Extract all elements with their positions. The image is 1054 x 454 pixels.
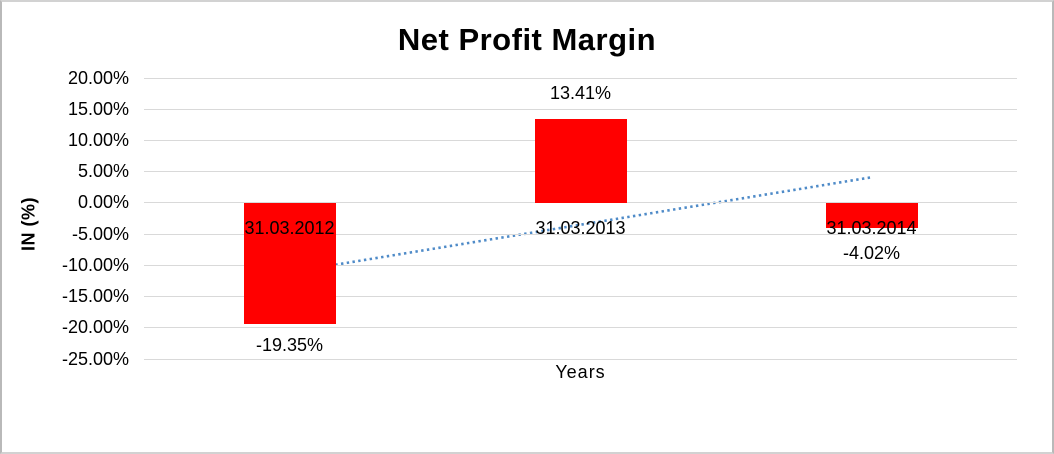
gridline bbox=[144, 77, 1017, 79]
y-tick-label: -15.00% bbox=[61, 286, 129, 307]
y-tick-label: -25.00% bbox=[61, 348, 129, 369]
y-tick-label: 5.00% bbox=[77, 161, 129, 182]
x-axis-title: Years bbox=[555, 362, 606, 382]
chart-title: Net Profit Margin bbox=[397, 22, 657, 57]
gridline bbox=[144, 296, 1017, 298]
gridline bbox=[144, 108, 1017, 110]
y-tick-label: 0.00% bbox=[77, 192, 129, 213]
y-tick-label: 10.00% bbox=[67, 129, 129, 150]
y-tick-label: 15.00% bbox=[67, 98, 129, 119]
y-tick-label: -5.00% bbox=[71, 223, 129, 244]
gridline bbox=[144, 327, 1017, 329]
plot-area bbox=[144, 77, 1017, 360]
data-label: -19.35% bbox=[255, 334, 324, 355]
x-category-label: 31.03.2014 bbox=[826, 217, 917, 238]
bar-31.03.2012 bbox=[243, 202, 336, 324]
y-tick-label: -20.00% bbox=[61, 317, 129, 338]
x-category-label: 31.03.2013 bbox=[535, 217, 626, 238]
y-tick-label: 20.00% bbox=[67, 67, 129, 88]
data-label: 13.41% bbox=[549, 83, 612, 104]
bar-31.03.2013 bbox=[534, 119, 627, 203]
y-tick-label: -10.00% bbox=[61, 254, 129, 275]
data-label: -4.02% bbox=[842, 242, 901, 263]
gridline bbox=[144, 264, 1017, 266]
bar-31.03.2014 bbox=[825, 202, 918, 228]
gridline bbox=[144, 233, 1017, 235]
x-category-label: 31.03.2012 bbox=[244, 217, 335, 238]
gridline bbox=[144, 202, 1017, 204]
gridline bbox=[144, 358, 1017, 360]
